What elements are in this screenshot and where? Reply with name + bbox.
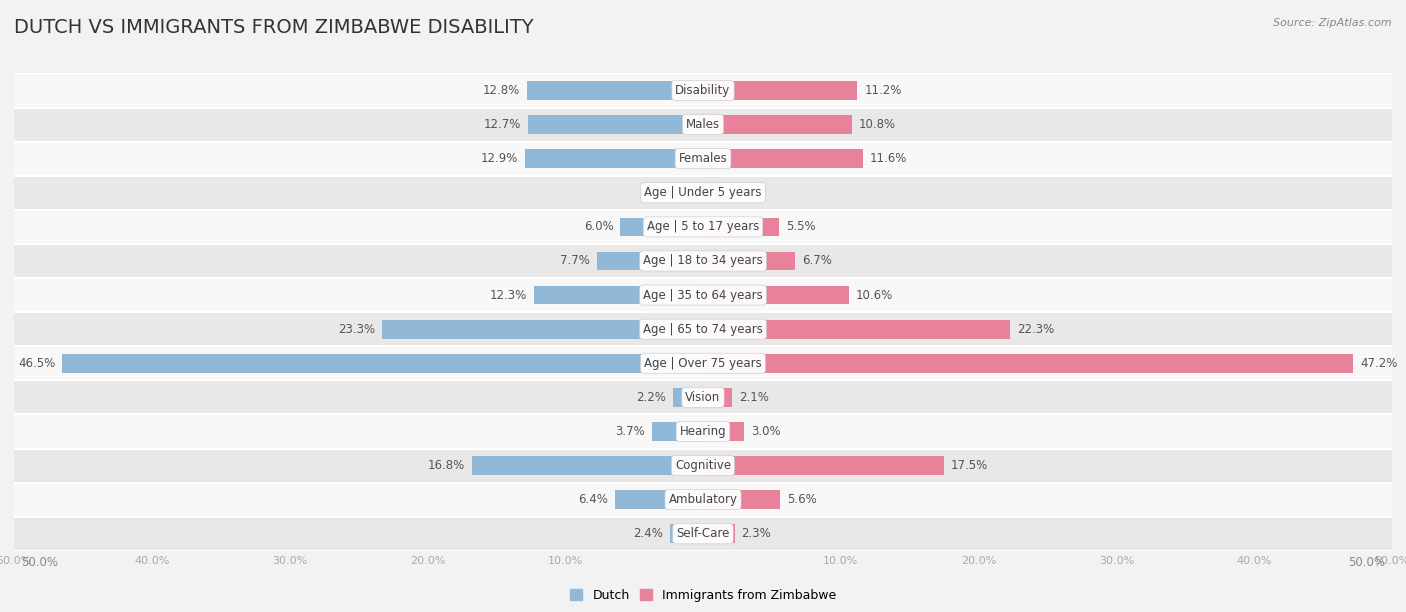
Bar <box>14 414 1392 449</box>
Text: 46.5%: 46.5% <box>18 357 55 370</box>
Bar <box>471 456 703 475</box>
Text: 11.2%: 11.2% <box>865 84 901 97</box>
Text: 5.6%: 5.6% <box>787 493 817 506</box>
Text: 3.7%: 3.7% <box>616 425 645 438</box>
Bar <box>703 388 733 407</box>
Text: 2.1%: 2.1% <box>738 391 769 404</box>
Text: Age | 35 to 64 years: Age | 35 to 64 years <box>643 289 763 302</box>
Text: 12.9%: 12.9% <box>481 152 519 165</box>
Bar <box>703 422 744 441</box>
Bar <box>703 184 720 202</box>
Bar <box>14 244 1392 278</box>
Bar <box>703 286 849 304</box>
Text: 16.8%: 16.8% <box>427 459 464 472</box>
Bar <box>62 354 703 373</box>
Text: Age | 5 to 17 years: Age | 5 to 17 years <box>647 220 759 233</box>
Bar <box>679 184 703 202</box>
Bar <box>703 354 1354 373</box>
Text: Males: Males <box>686 118 720 131</box>
Text: 12.3%: 12.3% <box>489 289 527 302</box>
Text: Age | Over 75 years: Age | Over 75 years <box>644 357 762 370</box>
Bar <box>14 346 1392 380</box>
Text: 1.2%: 1.2% <box>727 186 756 200</box>
Bar <box>14 312 1392 346</box>
Text: Vision: Vision <box>685 391 721 404</box>
Text: 50.0%: 50.0% <box>1348 556 1385 569</box>
Bar <box>14 278 1392 312</box>
Text: DUTCH VS IMMIGRANTS FROM ZIMBABWE DISABILITY: DUTCH VS IMMIGRANTS FROM ZIMBABWE DISABI… <box>14 18 534 37</box>
Text: Ambulatory: Ambulatory <box>668 493 738 506</box>
Text: 11.6%: 11.6% <box>870 152 907 165</box>
Text: 1.7%: 1.7% <box>643 186 672 200</box>
Bar <box>14 449 1392 483</box>
Bar <box>14 176 1392 210</box>
Bar <box>703 81 858 100</box>
Bar <box>526 149 703 168</box>
Text: Cognitive: Cognitive <box>675 459 731 472</box>
Text: 2.4%: 2.4% <box>633 528 664 540</box>
Text: 10.6%: 10.6% <box>856 289 893 302</box>
Text: 7.7%: 7.7% <box>560 255 591 267</box>
Text: 12.8%: 12.8% <box>482 84 520 97</box>
Bar <box>529 115 703 134</box>
Text: 6.4%: 6.4% <box>578 493 607 506</box>
Text: 2.3%: 2.3% <box>741 528 772 540</box>
Bar <box>703 149 863 168</box>
Bar <box>703 456 945 475</box>
Text: 50.0%: 50.0% <box>21 556 58 569</box>
Bar <box>533 286 703 304</box>
Text: 22.3%: 22.3% <box>1017 323 1054 335</box>
Text: Age | 65 to 74 years: Age | 65 to 74 years <box>643 323 763 335</box>
Bar <box>620 217 703 236</box>
Text: 6.0%: 6.0% <box>583 220 613 233</box>
Bar <box>703 252 796 271</box>
Bar <box>703 490 780 509</box>
Text: Age | Under 5 years: Age | Under 5 years <box>644 186 762 200</box>
Bar <box>14 210 1392 244</box>
Bar <box>14 141 1392 176</box>
Bar <box>614 490 703 509</box>
Text: 3.0%: 3.0% <box>751 425 780 438</box>
Bar <box>14 108 1392 141</box>
Bar <box>669 524 703 543</box>
Text: Hearing: Hearing <box>679 425 727 438</box>
Bar <box>14 517 1392 551</box>
Bar <box>703 115 852 134</box>
Bar <box>14 483 1392 517</box>
Text: 2.2%: 2.2% <box>636 391 666 404</box>
Text: 5.5%: 5.5% <box>786 220 815 233</box>
Text: 47.2%: 47.2% <box>1360 357 1398 370</box>
Text: Disability: Disability <box>675 84 731 97</box>
Text: 23.3%: 23.3% <box>337 323 375 335</box>
Bar <box>14 380 1392 414</box>
Bar <box>652 422 703 441</box>
Bar <box>382 320 703 338</box>
Bar <box>14 73 1392 108</box>
Bar <box>703 320 1011 338</box>
Text: Self-Care: Self-Care <box>676 528 730 540</box>
Text: Source: ZipAtlas.com: Source: ZipAtlas.com <box>1274 18 1392 28</box>
Bar <box>672 388 703 407</box>
Text: 6.7%: 6.7% <box>803 255 832 267</box>
Text: 17.5%: 17.5% <box>950 459 988 472</box>
Legend: Dutch, Immigrants from Zimbabwe: Dutch, Immigrants from Zimbabwe <box>565 584 841 606</box>
Text: Age | 18 to 34 years: Age | 18 to 34 years <box>643 255 763 267</box>
Bar <box>703 524 735 543</box>
Text: 10.8%: 10.8% <box>859 118 896 131</box>
Text: Females: Females <box>679 152 727 165</box>
Text: 12.7%: 12.7% <box>484 118 522 131</box>
Bar <box>527 81 703 100</box>
Bar <box>598 252 703 271</box>
Bar <box>703 217 779 236</box>
